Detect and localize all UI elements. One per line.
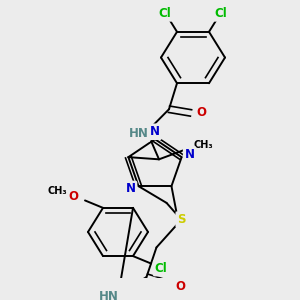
Text: N: N xyxy=(184,148,195,161)
Text: Cl: Cl xyxy=(159,7,171,20)
Text: N: N xyxy=(125,182,136,196)
Text: HN: HN xyxy=(129,127,149,140)
Text: S: S xyxy=(177,213,186,226)
Text: CH₃: CH₃ xyxy=(47,186,67,196)
Text: Cl: Cl xyxy=(214,7,227,20)
Text: O: O xyxy=(196,106,206,119)
Text: O: O xyxy=(68,190,78,203)
Text: HN: HN xyxy=(98,290,118,300)
Text: O: O xyxy=(176,280,185,293)
Text: N: N xyxy=(150,125,160,138)
Text: CH₃: CH₃ xyxy=(193,140,213,150)
Text: Cl: Cl xyxy=(154,262,167,275)
